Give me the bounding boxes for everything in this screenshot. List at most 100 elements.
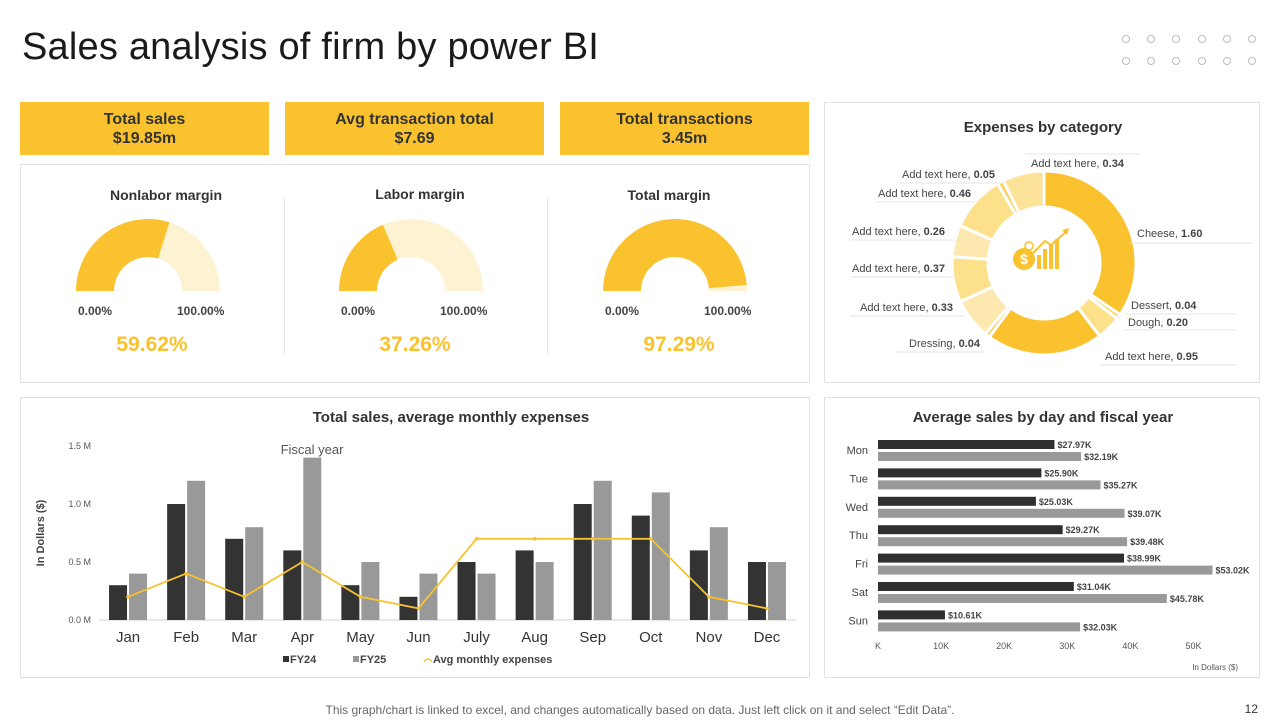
avg-expenses-point <box>765 606 769 611</box>
bar-label: $25.03K <box>1039 497 1074 507</box>
bar-label: $32.03K <box>1083 622 1118 632</box>
x-axis-label: In Dollars ($) <box>1192 663 1238 672</box>
bar-fy25 <box>709 527 728 620</box>
bar-fy24 <box>399 596 418 620</box>
bar-label: $29.27K <box>1066 525 1101 535</box>
bar-label: $32.19K <box>1084 452 1119 462</box>
y-tick-label: 1.5 M <box>68 441 91 451</box>
bar-fy24 <box>457 562 476 620</box>
decorative-dots <box>1122 35 1256 65</box>
gauge-value: 97.29% <box>643 333 715 356</box>
bar-fy24 <box>283 550 302 620</box>
bar-fy25 <box>593 480 612 620</box>
gauge-title: Labor margin <box>375 186 465 202</box>
gauge-fill <box>76 219 170 291</box>
x-tick-label: 40K <box>1122 641 1138 651</box>
bar-fy24 <box>878 610 945 620</box>
avg-expenses-point <box>300 560 305 564</box>
slice-label: Dessert, 0.04 <box>1131 300 1197 312</box>
page-number: 12 <box>1244 702 1258 716</box>
gauge-fill <box>339 224 398 291</box>
bar-label: $27.97K <box>1057 440 1092 450</box>
bar-fy25 <box>878 622 1081 632</box>
y-tick-label: 0.5 M <box>68 557 91 567</box>
y-tick-label: Fri <box>855 559 868 571</box>
y-tick-label: Tue <box>849 473 868 485</box>
footer-note: This graph/chart is linked to excel, and… <box>325 703 955 717</box>
bar-fy25 <box>361 562 380 620</box>
x-tick-label: Sep <box>579 629 606 646</box>
y-tick-label: Mon <box>847 445 868 457</box>
margins-panel: Nonlabor margin 0.00% 100.00% 59.62% Lab… <box>20 164 810 383</box>
bar-label: $25.90K <box>1044 468 1079 478</box>
bar-fy24 <box>878 496 1036 506</box>
bar-fy25 <box>187 480 206 620</box>
bar-fy24 <box>878 525 1063 535</box>
bar-fy25 <box>129 573 148 620</box>
x-tick-label: Dec <box>754 629 781 646</box>
bar-fy25 <box>878 565 1213 575</box>
bar-fy24 <box>878 440 1055 449</box>
avg-expenses-point <box>532 537 537 541</box>
bar-fy24 <box>167 504 186 620</box>
gauge-title: Nonlabor margin <box>109 187 222 203</box>
avg-expenses-point <box>590 537 595 541</box>
x-tick-label: Mar <box>231 629 257 646</box>
legend-label: FY25 <box>360 654 386 666</box>
y-tick-label: Thu <box>849 530 868 542</box>
daily-sales-bar-chart: Mon $27.97K $32.19K Tue $25.90K $35.27K Wed $25… <box>846 440 1250 672</box>
bar-fy25 <box>767 562 786 620</box>
bar-fy24 <box>878 582 1074 591</box>
gauge-min: 0.00% <box>78 304 113 318</box>
x-tick-label: May <box>346 629 375 646</box>
x-tick-label: 50K <box>1185 641 1201 651</box>
money-growth-icon: $ <box>1013 228 1069 270</box>
donut-slice <box>1042 169 1138 317</box>
slice-label: Add text here, 0.05 <box>902 169 995 181</box>
daily-sales-panel: Average sales by day and fiscal year Mon… <box>824 397 1260 678</box>
gauge-value: 59.62% <box>116 333 188 356</box>
bar-fy25 <box>878 594 1167 603</box>
x-tick-label: Jan <box>116 629 140 646</box>
x-tick-label: Aug <box>521 629 548 646</box>
kpi-label: Avg transaction total <box>335 111 494 128</box>
slice-label: Add text here, 0.34 <box>1031 158 1125 170</box>
x-tick-label: 30K <box>1059 641 1075 651</box>
legend-label: Avg monthly expenses <box>433 654 552 666</box>
bar-fy24 <box>878 468 1042 478</box>
bar-fy25 <box>878 480 1101 490</box>
bar-fy25 <box>535 562 554 620</box>
avg-expenses-point <box>126 595 130 599</box>
y-axis-label: In Dollars ($) <box>35 499 47 566</box>
bar-label: $45.78K <box>1170 594 1205 604</box>
slice-label: Add text here, 0.46 <box>878 188 971 200</box>
x-tick-label: Nov <box>696 629 723 646</box>
bar-label: $39.07K <box>1127 509 1162 519</box>
bar-fy24 <box>515 550 534 620</box>
bar-label: $10.61K <box>948 610 983 620</box>
x-tick-label: Jun <box>406 629 430 646</box>
gauge-fill <box>603 219 747 291</box>
bar-fy25 <box>878 452 1082 461</box>
bar-fy25 <box>477 573 496 620</box>
bar-fy25 <box>651 492 670 620</box>
bar-fy24 <box>878 553 1124 563</box>
gauge-title: Total margin <box>627 187 711 203</box>
svg-text:$: $ <box>1020 251 1028 267</box>
expenses-panel: Expenses by category $ Cheese, 1.60 Desse… <box>824 102 1260 383</box>
gauge-min: 0.00% <box>341 304 376 318</box>
avg-expenses-point <box>648 537 653 541</box>
bar-fy25 <box>878 537 1128 547</box>
gauge-min: 0.00% <box>605 304 640 318</box>
divider <box>547 197 548 355</box>
gauge-max: 100.00% <box>440 304 488 318</box>
bar-fy24 <box>225 538 244 620</box>
avg-expenses-point <box>707 595 711 599</box>
slice-label: Dough, 0.20 <box>1128 317 1188 329</box>
avg-expenses-point <box>474 537 479 541</box>
bar-fy24 <box>631 515 650 620</box>
kpi-value: $19.85m <box>112 130 177 147</box>
gauge-nonlabor <box>76 219 220 291</box>
bar-label: $31.04K <box>1077 582 1112 592</box>
legend-swatch <box>423 658 433 663</box>
